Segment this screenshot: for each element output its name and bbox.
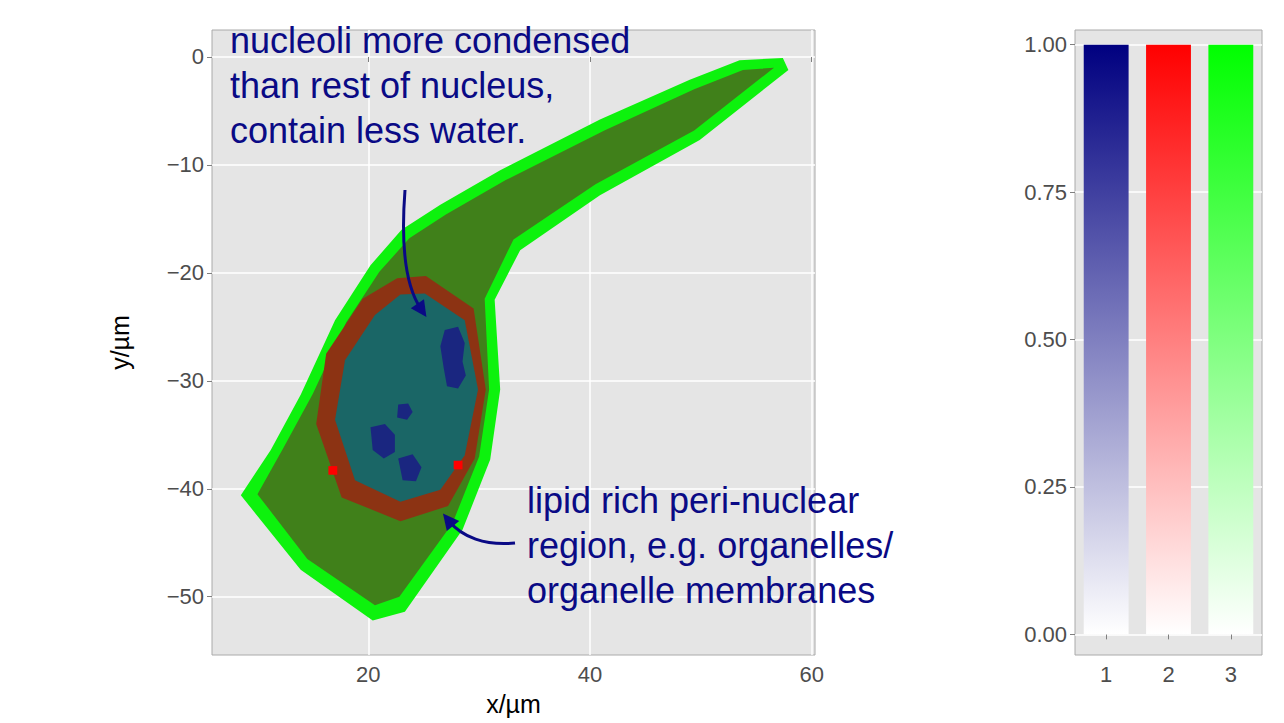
svg-text:2: 2	[1162, 662, 1174, 687]
svg-text:−50: −50	[167, 584, 204, 609]
svg-text:y/µm: y/µm	[106, 315, 134, 370]
svg-text:nucleoli more condensed: nucleoli more condensed	[230, 20, 630, 61]
svg-text:0.25: 0.25	[1024, 474, 1067, 499]
svg-text:x/µm: x/µm	[486, 690, 541, 718]
svg-text:20: 20	[356, 662, 380, 687]
svg-text:−20: −20	[167, 260, 204, 285]
svg-text:0.75: 0.75	[1024, 180, 1067, 205]
svg-text:−40: −40	[167, 476, 204, 501]
svg-text:−30: −30	[167, 368, 204, 393]
svg-text:0: 0	[192, 44, 204, 69]
svg-text:organelle membranes: organelle membranes	[527, 570, 875, 611]
svg-text:60: 60	[799, 662, 823, 687]
svg-text:region, e.g. organelles/: region, e.g. organelles/	[527, 525, 893, 566]
svg-text:than rest of nucleus,: than rest of nucleus,	[230, 65, 554, 106]
svg-text:3: 3	[1225, 662, 1237, 687]
svg-text:−10: −10	[167, 152, 204, 177]
svg-text:1: 1	[1100, 662, 1112, 687]
svg-text:40: 40	[578, 662, 602, 687]
svg-text:contain less water.: contain less water.	[230, 110, 526, 151]
svg-text:0.00: 0.00	[1024, 622, 1067, 647]
svg-text:lipid rich peri-nuclear: lipid rich peri-nuclear	[527, 480, 859, 521]
svg-text:1.00: 1.00	[1024, 32, 1067, 57]
svg-text:0.50: 0.50	[1024, 327, 1067, 352]
